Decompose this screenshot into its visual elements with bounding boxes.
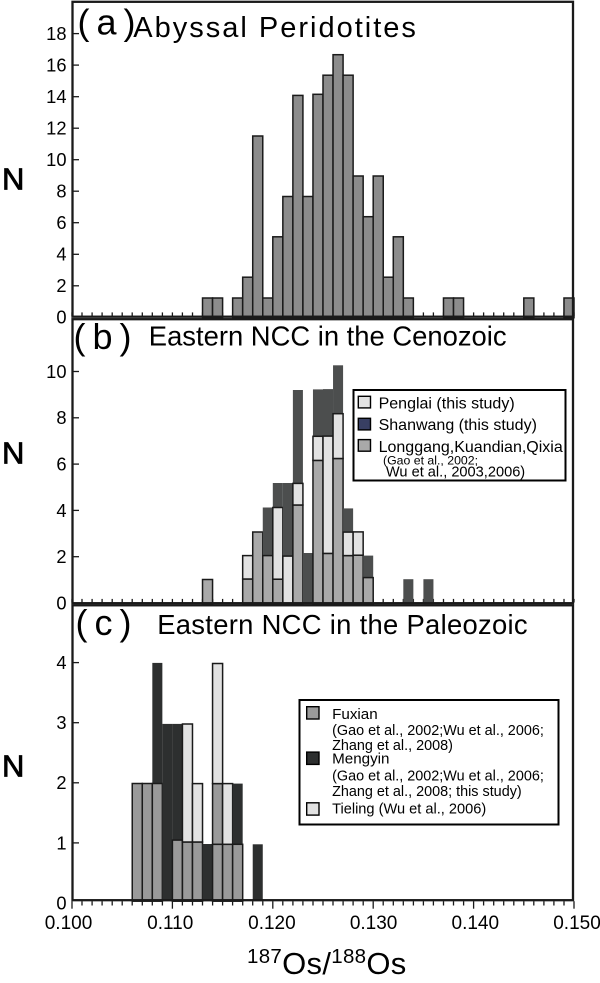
svg-text:0.140: 0.140: [452, 913, 500, 934]
svg-text:Longgang,Kuandian,Qixia: Longgang,Kuandian,Qixia: [379, 439, 563, 456]
svg-text:0.130: 0.130: [350, 913, 398, 934]
svg-text:0: 0: [56, 307, 66, 328]
svg-text:0: 0: [56, 892, 66, 913]
svg-text:(Gao et al., 2002;Wu et al.,: (Gao et al., 2002;Wu et al., 2006;: [332, 769, 544, 785]
svg-text:2: 2: [56, 546, 66, 567]
svg-text:0.110: 0.110: [147, 913, 193, 934]
svg-text:0.120: 0.120: [248, 913, 296, 934]
svg-text:2: 2: [56, 772, 66, 793]
svg-text:4: 4: [56, 500, 66, 521]
svg-text:4: 4: [56, 244, 66, 265]
svg-text:1: 1: [56, 832, 66, 853]
svg-text:(c): (c): [76, 602, 139, 643]
svg-text:(Gao et al., 2002;: (Gao et al., 2002;: [383, 454, 478, 468]
svg-text:Eastern NCC in the Cenozoic: Eastern NCC in the Cenozoic: [149, 320, 507, 351]
svg-text:N: N: [2, 436, 24, 471]
svg-text:4: 4: [56, 652, 66, 673]
svg-text:8: 8: [56, 407, 66, 428]
svg-text:0: 0: [56, 592, 66, 613]
svg-text:Penglai (this study): Penglai (this study): [379, 396, 515, 413]
svg-text:14: 14: [46, 86, 66, 107]
svg-text:0.100: 0.100: [45, 913, 93, 934]
svg-text:12: 12: [46, 118, 66, 139]
svg-text:6: 6: [56, 212, 66, 233]
svg-text:Shanwang (this study): Shanwang (this study): [379, 417, 537, 434]
svg-text:16: 16: [46, 55, 66, 76]
svg-text:8: 8: [56, 181, 66, 202]
svg-text:6: 6: [56, 454, 66, 475]
svg-text:Wu et al., 2003,2006): Wu et al., 2003,2006): [386, 465, 525, 481]
svg-text:Abyssal Peridotites: Abyssal Peridotites: [133, 12, 418, 44]
svg-text:187Os/188Os: 187Os/188Os: [247, 945, 407, 978]
svg-text:0.150: 0.150: [553, 913, 600, 934]
svg-text:2: 2: [56, 275, 66, 296]
svg-text:(b): (b): [74, 316, 139, 357]
svg-text:10: 10: [46, 361, 66, 382]
svg-text:N: N: [2, 162, 24, 197]
svg-text:N: N: [2, 749, 24, 784]
svg-text:18: 18: [46, 23, 66, 44]
svg-text:10: 10: [46, 149, 66, 170]
svg-text:(a): (a): [78, 2, 143, 43]
svg-text:(Gao et al., 2002;Wu et al.,: (Gao et al., 2002;Wu et al., 2006;: [332, 723, 544, 739]
svg-text:Mengyin: Mengyin: [332, 751, 389, 768]
svg-text:Eastern NCC in the Paleozoic: Eastern NCC in the Paleozoic: [157, 609, 528, 640]
svg-text:Tieling (Wu et al., 2006): Tieling (Wu et al., 2006): [332, 802, 486, 818]
svg-text:Zhang et al., 2008; this study: Zhang et al., 2008; this study): [332, 784, 522, 800]
svg-text:3: 3: [56, 712, 66, 733]
svg-text:Zhang et al., 2008): Zhang et al., 2008): [332, 738, 453, 754]
svg-text:Fuxian: Fuxian: [332, 706, 378, 723]
